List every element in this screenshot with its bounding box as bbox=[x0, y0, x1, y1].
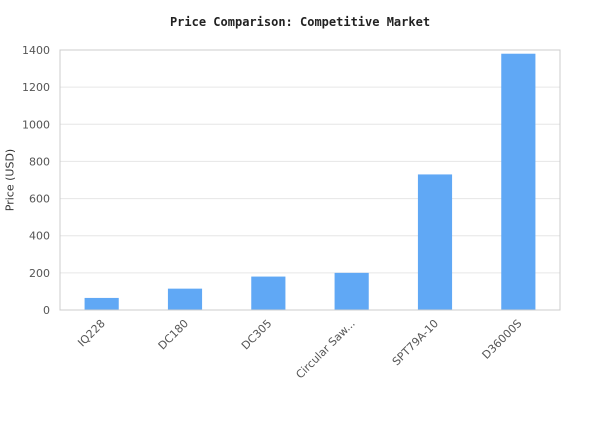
x-tick-label: IQ228 bbox=[75, 317, 107, 349]
y-tick-label: 1200 bbox=[22, 81, 50, 94]
x-tick-label: DC305 bbox=[239, 317, 274, 352]
y-tick-labels: 0 200 400 600 800 1000 1200 1400 bbox=[22, 44, 50, 317]
bar bbox=[334, 272, 369, 310]
bar bbox=[501, 53, 536, 310]
x-tick-label: D36000S bbox=[480, 317, 525, 362]
y-tick-label: 1400 bbox=[22, 44, 50, 57]
bar bbox=[84, 297, 119, 310]
chart-title: Price Comparison: Competitive Market bbox=[169, 15, 431, 29]
plot-border bbox=[59, 49, 561, 311]
y-tick-label: 1000 bbox=[22, 118, 50, 131]
x-tick-label: Circular Saw... bbox=[293, 317, 357, 381]
bar bbox=[167, 288, 203, 310]
y-tick-label: 200 bbox=[29, 267, 50, 280]
bar bbox=[251, 276, 286, 310]
gridlines bbox=[60, 49, 560, 311]
bar bbox=[417, 174, 453, 310]
y-tick-label: 0 bbox=[43, 304, 50, 317]
y-tick-label: 400 bbox=[29, 230, 50, 243]
bars bbox=[84, 53, 536, 310]
x-tick-label: SPT79A-10 bbox=[390, 317, 441, 368]
y-axis-label: Price (USD) bbox=[3, 148, 17, 212]
y-tick-label: 600 bbox=[29, 193, 50, 206]
y-tick-label: 800 bbox=[29, 155, 50, 168]
x-tick-label: DC180 bbox=[156, 317, 191, 352]
plot-frame bbox=[59, 49, 561, 311]
x-tick-labels: IQ228 DC180 DC305 Circular Saw... SPT79A-10 D… bbox=[75, 317, 524, 381]
